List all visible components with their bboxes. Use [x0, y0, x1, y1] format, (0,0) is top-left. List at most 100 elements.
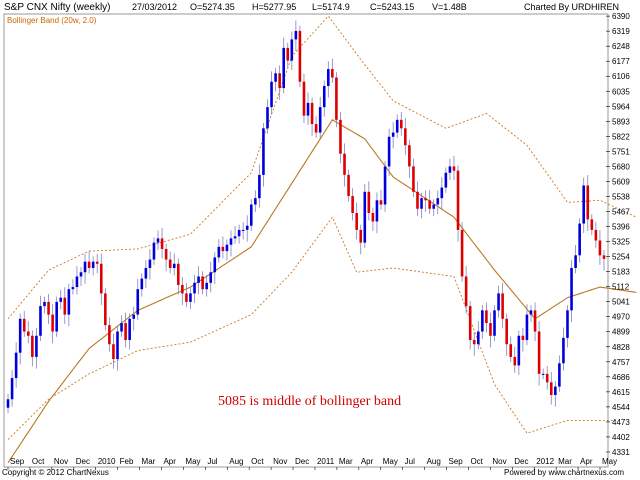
x-tick-label: Sep	[449, 457, 464, 466]
down-candle	[509, 344, 513, 357]
up-candle	[290, 39, 294, 61]
bollinger-legend: Bollinger Band (20w, 2.0)	[7, 16, 97, 25]
x-tick-label: 2012	[536, 457, 554, 466]
up-candle	[444, 172, 448, 188]
y-tick-label: 6177	[612, 57, 630, 66]
y-tick-label: 4757	[612, 358, 630, 367]
up-candle	[18, 318, 22, 353]
up-candle	[541, 373, 545, 375]
down-candle	[298, 30, 302, 82]
y-tick-label: 5467	[612, 207, 630, 216]
down-candle	[521, 335, 525, 340]
down-candle	[63, 297, 67, 315]
x-tick-label: Nov	[273, 457, 287, 466]
x-tick-label: Feb	[120, 457, 134, 466]
y-tick-label: 5041	[612, 298, 630, 307]
x-tick-label: Oct	[32, 457, 45, 466]
down-candle	[379, 200, 383, 205]
x-tick-label: Jul	[207, 457, 217, 466]
down-candle	[51, 314, 54, 332]
down-candle	[185, 293, 188, 302]
up-candle	[245, 225, 249, 230]
up-candle	[570, 268, 573, 311]
price-axis: 4331 4402 4473 4544 4615 4686 4757 4828 4899 4970…	[606, 12, 630, 457]
up-candle	[91, 261, 95, 269]
up-candle	[249, 204, 253, 226]
down-candle	[367, 191, 371, 213]
up-candle	[436, 198, 440, 205]
down-candle	[549, 382, 553, 396]
bb-upper-line	[7, 15, 637, 320]
down-candle	[87, 261, 91, 269]
up-candle	[172, 263, 176, 269]
down-candle	[416, 191, 419, 209]
up-candle	[10, 378, 14, 400]
up-candle	[83, 261, 87, 273]
charted-by: Charted By URDHIREN	[524, 2, 620, 12]
y-tick-label: 5751	[612, 147, 630, 156]
x-tick-label: Nov	[492, 457, 506, 466]
up-candle	[562, 337, 565, 364]
down-candle	[586, 185, 590, 220]
down-candle	[347, 174, 350, 197]
up-candle	[197, 276, 200, 283]
down-candle	[485, 310, 488, 324]
up-candle	[525, 314, 529, 340]
up-candle	[128, 318, 131, 340]
down-candle	[513, 356, 517, 366]
down-candle	[412, 166, 415, 192]
y-tick-label: 6035	[612, 87, 630, 96]
down-candle	[404, 128, 407, 146]
up-candle	[132, 314, 136, 319]
up-candle	[578, 223, 581, 256]
down-candle	[464, 276, 468, 307]
down-candle	[339, 119, 342, 154]
up-candle	[136, 289, 140, 315]
x-tick-label: May	[185, 457, 200, 466]
up-candle	[35, 335, 38, 357]
down-candle	[343, 153, 346, 175]
down-candle	[108, 325, 111, 345]
x-tick-label: Aug	[427, 457, 441, 466]
volume-readout: V=1.48B	[432, 2, 467, 12]
up-candle	[574, 255, 577, 269]
down-candle	[460, 229, 464, 277]
up-candle	[558, 363, 561, 387]
up-candle	[481, 310, 484, 332]
up-candle	[120, 323, 123, 332]
up-candle	[67, 289, 71, 315]
y-tick-label: 5325	[612, 238, 630, 247]
up-candle	[432, 204, 436, 209]
symbol-title: S&P CNX Nifty (weekly)	[4, 2, 111, 13]
y-tick-label: 5396	[612, 223, 630, 232]
y-tick-label: 5538	[612, 192, 630, 201]
down-candle	[598, 240, 602, 256]
y-tick-label: 4899	[612, 328, 630, 337]
up-candle	[254, 198, 257, 205]
down-candle	[399, 119, 403, 129]
up-candle	[241, 229, 245, 231]
up-candle	[274, 73, 277, 82]
down-candle	[424, 198, 427, 201]
up-candle	[440, 187, 444, 199]
up-candle	[395, 119, 399, 133]
up-candle	[493, 310, 496, 336]
up-candle	[476, 331, 480, 345]
up-candle	[55, 301, 58, 332]
up-candle	[205, 282, 208, 290]
up-candle	[582, 185, 586, 224]
up-candle	[213, 257, 217, 273]
x-tick-label: Mar	[339, 457, 353, 466]
down-candle	[331, 69, 334, 78]
down-candle	[408, 145, 411, 167]
down-candle	[22, 318, 26, 332]
up-candle	[387, 136, 391, 167]
down-candle	[314, 124, 318, 133]
y-tick-label: 5112	[612, 283, 630, 292]
down-candle	[590, 219, 594, 230]
up-candle	[14, 352, 18, 379]
down-candle	[359, 229, 363, 243]
up-candle	[322, 85, 326, 108]
up-candle	[59, 297, 63, 302]
up-candle	[266, 107, 269, 129]
